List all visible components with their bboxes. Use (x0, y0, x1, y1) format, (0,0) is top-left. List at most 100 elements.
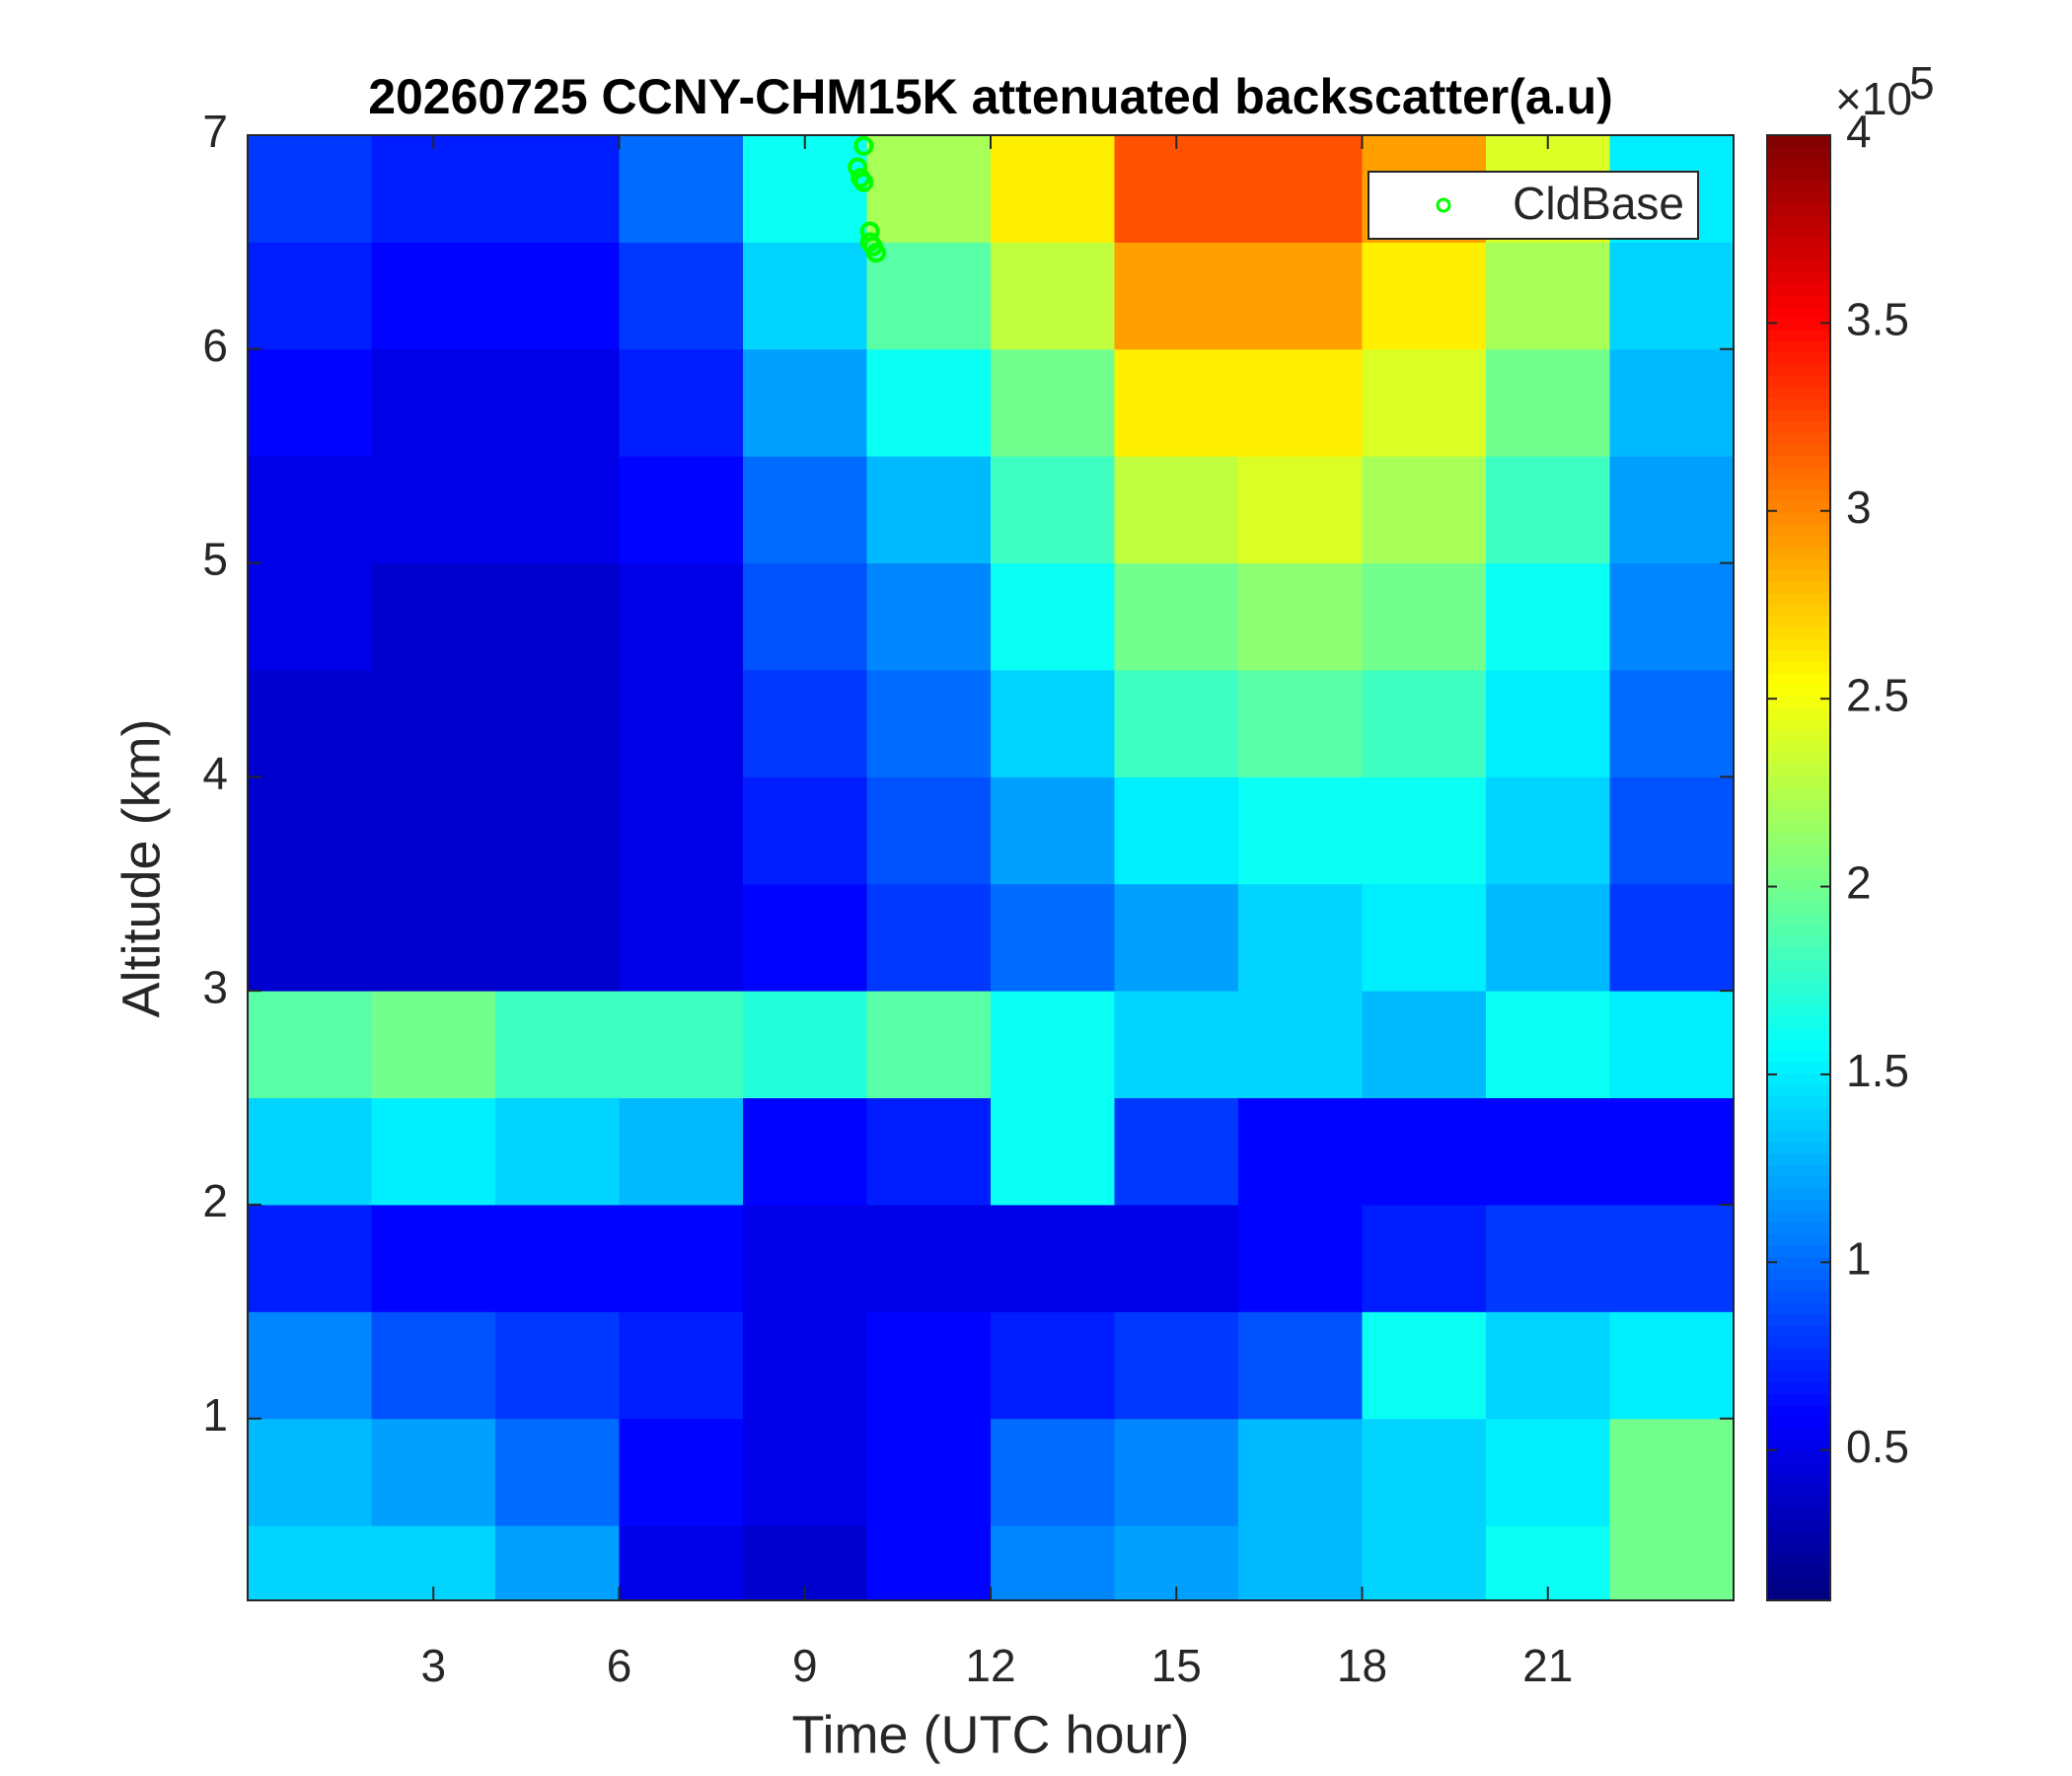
colorbar-swatch (1767, 1337, 1830, 1350)
heatmap-cell (1114, 883, 1239, 992)
heatmap-cell (1238, 242, 1363, 350)
heatmap-cell (371, 1097, 496, 1206)
heatmap-cell (1362, 1311, 1487, 1420)
colorbar-swatch (1767, 879, 1830, 892)
heatmap-cell (371, 777, 496, 885)
heatmap-cell (1609, 1418, 1735, 1526)
colorbar-swatch (1767, 1474, 1830, 1487)
y-tick-label: 1 (202, 1389, 228, 1441)
colorbar-swatch (1767, 1142, 1830, 1155)
heatmap-cell (743, 242, 867, 350)
heatmap-cell (1609, 242, 1735, 350)
colorbar-swatch (1767, 1245, 1830, 1258)
colorbar-swatch (1767, 696, 1830, 708)
colorbar-multiplier: ×10 (1835, 73, 1912, 124)
cloud-base-point (865, 243, 886, 263)
heatmap-cell (619, 348, 744, 457)
colorbar-swatch (1767, 925, 1830, 937)
x-tick-label: 15 (1151, 1640, 1202, 1691)
colorbar-swatch (1767, 822, 1830, 835)
colorbar-swatch (1767, 1268, 1830, 1281)
heatmap-cell (248, 1525, 372, 1601)
heatmap-cell (619, 135, 744, 243)
heatmap-cell (619, 1097, 744, 1206)
colorbar-swatch (1767, 1554, 1830, 1567)
y-tick-label: 3 (202, 961, 228, 1012)
colorbar-swatch (1767, 1108, 1830, 1121)
colorbar-swatch (1767, 238, 1830, 251)
heatmap-cell (743, 1097, 867, 1206)
heatmap-cell (1238, 669, 1363, 777)
colorbar-swatch (1767, 1199, 1830, 1213)
heatmap-cell (371, 669, 496, 777)
heatmap-cell (991, 669, 1115, 777)
heatmap-cell (991, 991, 1115, 1099)
heatmap-cell (619, 991, 744, 1099)
colorbar-swatch (1767, 467, 1830, 480)
colorbar-swatch (1767, 192, 1830, 205)
colorbar-swatch (1767, 890, 1830, 903)
colorbar-tick-label: 1.5 (1846, 1045, 1909, 1096)
heatmap-cell (1486, 1311, 1610, 1420)
colorbar-swatch (1767, 479, 1830, 491)
heatmap-cell (743, 1204, 867, 1312)
colorbar-swatch (1767, 1176, 1830, 1189)
heatmap-cell (743, 456, 867, 564)
heatmap-cell (248, 991, 372, 1099)
heatmap-cell (619, 1525, 744, 1601)
heatmap-cell (1486, 1204, 1610, 1312)
colorbar-swatch (1767, 489, 1830, 502)
colorbar-swatch (1767, 673, 1830, 686)
colorbar-swatch (1767, 387, 1830, 400)
heatmap-cell (495, 1418, 620, 1526)
heatmap-cell (1362, 242, 1487, 350)
colorbar-swatch (1767, 753, 1830, 766)
heatmap-cell (495, 1204, 620, 1312)
heatmap-cell (866, 1311, 992, 1420)
heatmap-cell (1114, 777, 1239, 885)
heatmap-cell (619, 669, 744, 777)
cloud-base-point (853, 135, 874, 156)
heatmap-cell (866, 135, 992, 243)
heatmap-cell (866, 456, 992, 564)
y-tick-label: 6 (202, 320, 228, 371)
heatmap-cell (248, 1097, 372, 1206)
colorbar-swatch (1767, 1417, 1830, 1430)
heatmap-cell (1362, 669, 1487, 777)
heatmap-cell (1609, 669, 1735, 777)
heatmap-cell (495, 1525, 620, 1601)
heatmap-cell (1486, 562, 1610, 671)
colorbar-swatch (1767, 730, 1830, 743)
colorbar-swatch (1767, 1577, 1830, 1590)
heatmap-cell (1486, 242, 1610, 350)
x-tick-label: 9 (792, 1640, 818, 1691)
colorbar-swatch (1767, 1566, 1830, 1579)
colorbar-swatch (1767, 833, 1830, 846)
heatmap-cell (1362, 1525, 1487, 1601)
y-tick-label: 4 (202, 748, 228, 799)
heatmap-cell (743, 1311, 867, 1420)
colorbar-swatch (1767, 307, 1830, 320)
x-tick-label: 12 (965, 1640, 1015, 1691)
colorbar-swatch (1767, 1589, 1830, 1601)
heatmap-cell (1362, 456, 1487, 564)
cloud-base-point (859, 221, 880, 242)
colorbar-swatch (1767, 1509, 1830, 1521)
colorbar-swatch (1767, 627, 1830, 640)
colorbar-swatch (1767, 260, 1830, 273)
heatmap-cell (1362, 777, 1487, 885)
colorbar-swatch (1767, 1370, 1830, 1384)
heatmap-cell (743, 135, 867, 243)
heatmap-cell (1238, 135, 1363, 243)
x-axis-label: Time (UTC hour) (791, 1705, 1189, 1764)
colorbar-swatch (1767, 1405, 1830, 1418)
colorbar-swatch (1767, 1531, 1830, 1544)
y-tick-label: 7 (202, 106, 228, 157)
heatmap-cell (1609, 883, 1735, 992)
heatmap-cell (495, 669, 620, 777)
heatmap-cell (1362, 1097, 1487, 1206)
colorbar-swatch (1767, 283, 1830, 297)
colorbar-swatch (1767, 1451, 1830, 1464)
heatmap-cell (743, 562, 867, 671)
heatmap-cell (619, 456, 744, 564)
